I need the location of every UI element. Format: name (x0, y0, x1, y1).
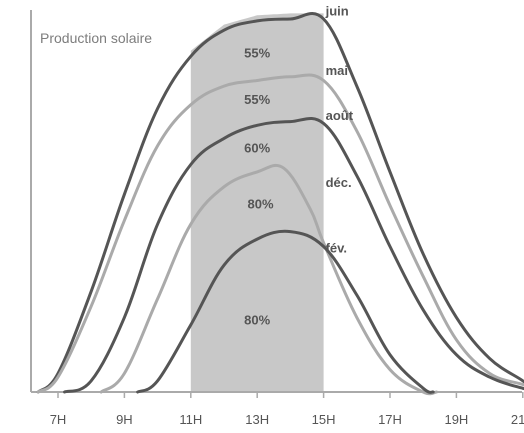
percentage-annotation: 60% (244, 141, 270, 156)
x-tick-label: 19H (444, 412, 468, 427)
series-label: août (326, 108, 354, 123)
percentage-annotation: 80% (248, 197, 274, 212)
highlight-window-layer (190, 13, 324, 393)
percentage-annotation: 55% (244, 46, 270, 61)
x-tick-label: 11H (179, 412, 202, 427)
x-tick-label: 7H (50, 412, 67, 427)
x-tick-label: 9H (116, 412, 133, 427)
x-tick-label: 17H (378, 412, 402, 427)
series-label: fév. (326, 240, 347, 255)
percentage-annotation: 80% (244, 312, 270, 327)
series-line-août (63, 116, 524, 394)
series-label: déc. (326, 175, 352, 190)
series-layer (36, 12, 524, 396)
series-line-déc (99, 163, 438, 396)
series-label: mai (326, 63, 348, 78)
x-ticks-layer: 7H 9H 11H 13H 15H 17H 19H 21H (50, 392, 524, 427)
percentage-annotation: 55% (244, 92, 270, 107)
highlight-window (190, 13, 324, 393)
series-line-fév (136, 229, 435, 394)
x-tick-label: 15H (312, 412, 336, 427)
x-tick-label: 13H (245, 412, 269, 427)
series-label: juin (325, 4, 349, 19)
series-line-mai (36, 73, 524, 394)
x-tick-label: 21H (511, 412, 524, 427)
series-line-juin (36, 12, 524, 394)
labels-layer: juin mai août déc. fév. 55% 55% 60% 80% 80% (244, 4, 354, 328)
y-axis-label: Production solaire (40, 30, 153, 46)
